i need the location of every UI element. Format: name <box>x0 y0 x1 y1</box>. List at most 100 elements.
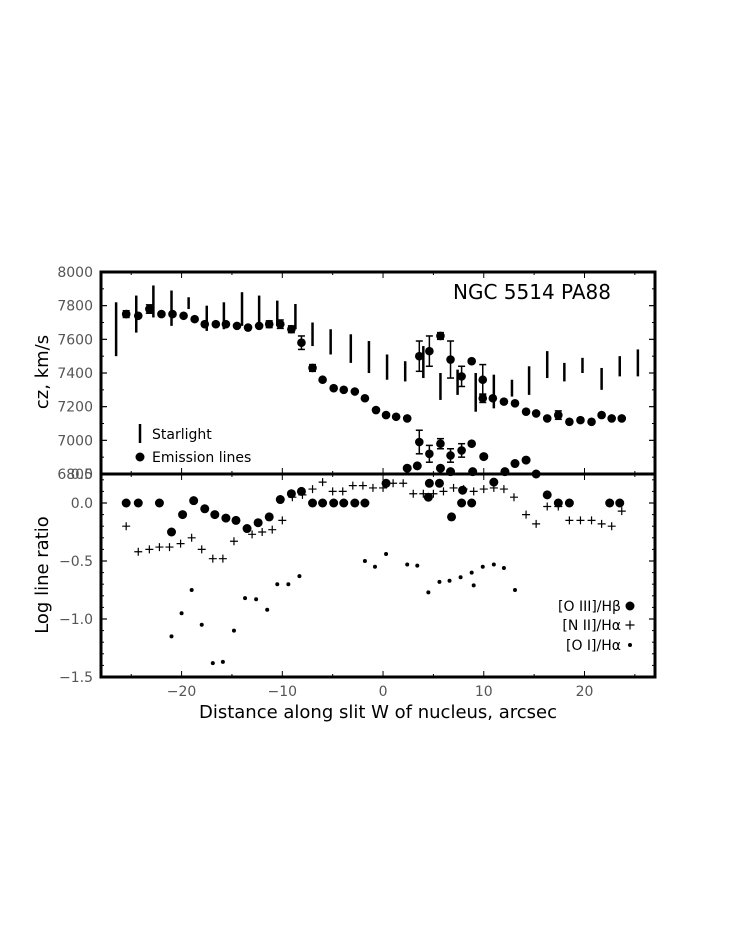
emission-point <box>446 355 455 364</box>
nii-point <box>348 481 357 490</box>
oi-point <box>169 634 174 639</box>
nii-point <box>409 489 418 498</box>
oiii-point <box>457 498 467 508</box>
nii-point <box>449 483 458 492</box>
nii-point <box>187 533 196 542</box>
oiii-point <box>360 498 370 508</box>
emission-point <box>168 309 177 319</box>
line-ratio-x-ticks: −20 −10 0 10 20 <box>130 474 636 700</box>
y-tick-label: 7600 <box>57 332 93 348</box>
emission-point <box>350 387 360 396</box>
emission-point <box>414 437 424 447</box>
oiii-point <box>178 510 188 520</box>
oi-point <box>437 579 442 584</box>
x-tick-label: −10 <box>268 684 298 700</box>
nii-point <box>522 510 531 519</box>
nii-point <box>358 481 367 490</box>
legend-emission-marker <box>135 452 145 462</box>
oiii-point <box>605 498 615 508</box>
oiii-point <box>154 498 164 508</box>
y-tick-label: 8000 <box>57 265 93 281</box>
velocity-y-axis-label: cz, km/s <box>32 335 53 409</box>
y-tick-label: 7800 <box>57 299 93 315</box>
nii-point <box>328 487 337 496</box>
oiii-point <box>253 518 263 528</box>
emission-point <box>425 346 434 356</box>
top-tick-label: 0.5 <box>71 467 93 483</box>
oi-point <box>458 575 463 580</box>
emission-point <box>499 397 509 406</box>
emission-point <box>381 410 391 420</box>
oiii-point <box>167 527 177 537</box>
legend-starlight-label: Starlight <box>152 427 212 443</box>
nii-point <box>298 490 307 499</box>
oi-point <box>189 588 194 592</box>
emission-point <box>190 314 199 324</box>
nii-point <box>165 543 174 552</box>
legend-oiii-label: [O III]/Hβ <box>558 599 621 615</box>
emission-point <box>597 410 606 420</box>
oiii-point <box>510 459 520 469</box>
emission-point <box>297 338 306 348</box>
oiii-point <box>339 498 349 508</box>
nii-point <box>338 487 347 496</box>
oiii-point <box>121 498 131 508</box>
emission-point <box>157 309 166 319</box>
y-tick-label: 0.0 <box>71 496 93 512</box>
oi-point <box>501 565 506 570</box>
nii-point <box>368 483 377 492</box>
emission-point <box>254 321 264 331</box>
line-ratio-panel: −1.5 −1.0 −0.5 0.0 −20 −10 0 10 20 0.5 Log line… <box>32 452 657 723</box>
x-tick-label: 0 <box>379 684 388 700</box>
x-tick-label: 20 <box>576 684 594 700</box>
oi-point <box>179 611 184 616</box>
emission-point <box>436 331 445 341</box>
emission-point <box>446 451 455 460</box>
oi-point <box>199 622 204 627</box>
oiii-point <box>275 495 285 505</box>
emission-point <box>264 319 274 329</box>
emission-point <box>617 414 627 423</box>
line-ratio-y-ticks: −1.5 −1.0 −0.5 0.0 <box>59 479 655 686</box>
emission-point <box>145 304 154 314</box>
nii-point <box>197 545 206 554</box>
oiii-point <box>189 496 199 506</box>
oi-point <box>286 582 291 587</box>
emission-point <box>179 311 188 321</box>
emission-point <box>531 409 541 418</box>
y-tick-label: −1.0 <box>59 612 93 628</box>
emission-point <box>521 407 531 417</box>
emission-point <box>478 393 488 403</box>
emission-point <box>565 417 574 427</box>
oiii-point <box>615 498 625 508</box>
nii-point <box>576 516 585 525</box>
emission-point <box>436 439 445 449</box>
emission-point <box>607 414 616 423</box>
emission-point <box>339 385 349 395</box>
oiii-point <box>264 512 274 522</box>
oi-point <box>405 562 410 567</box>
x-axis-label: Distance along slit W of nucleus, arcsec <box>199 702 557 723</box>
nii-point <box>208 554 217 563</box>
nii-point <box>543 502 552 511</box>
nii-point <box>288 493 297 502</box>
oi-point <box>254 597 259 602</box>
nii-point <box>399 479 408 488</box>
legend-emission-label: Emission lines <box>152 450 251 466</box>
velocity-panel: 6800 7000 7200 7400 7600 7800 8000 NGC 5514 PA… <box>32 265 657 483</box>
y-tick-label: 6800 <box>57 467 93 483</box>
oiii-point <box>350 498 360 508</box>
oi-point <box>362 559 367 563</box>
legend-oiii-marker <box>625 601 635 611</box>
oiii-point <box>231 515 241 525</box>
oiii-point <box>467 498 477 508</box>
oiii-point <box>308 498 318 508</box>
x-tick-label: −20 <box>167 684 197 700</box>
oiii-point <box>458 485 468 495</box>
nii-point <box>617 507 626 516</box>
nii-point <box>469 487 478 496</box>
oi-point <box>447 578 452 583</box>
emission-point <box>287 324 296 334</box>
oiii-point <box>200 504 210 514</box>
